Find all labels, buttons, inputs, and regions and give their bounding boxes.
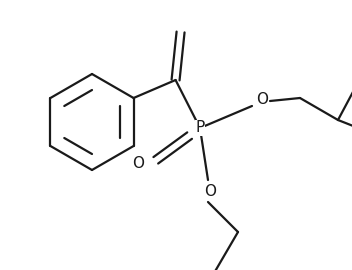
Text: O: O	[132, 157, 144, 171]
Text: P: P	[195, 120, 205, 136]
Text: O: O	[256, 93, 268, 107]
Text: O: O	[204, 184, 216, 200]
